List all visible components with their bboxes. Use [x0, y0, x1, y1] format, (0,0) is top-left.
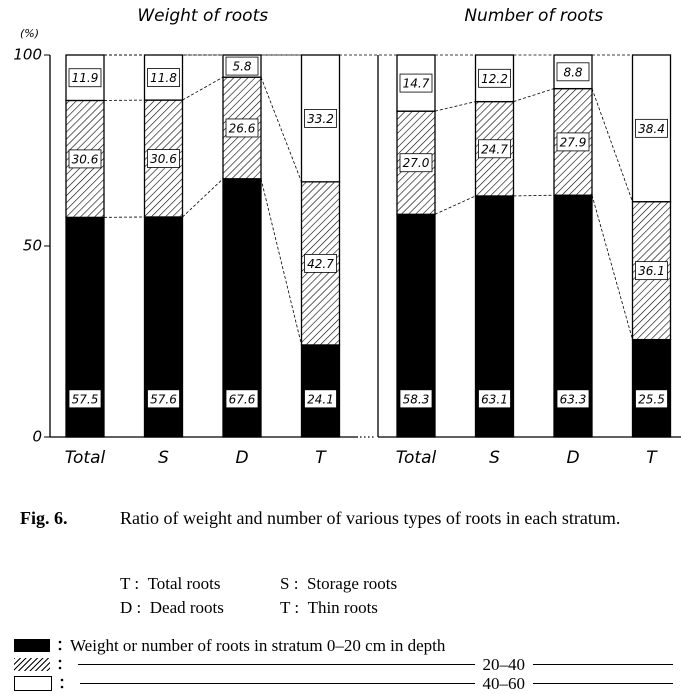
- connector-line: [435, 102, 476, 112]
- bar-segment: [633, 340, 671, 437]
- x-tick-label: Total: [396, 448, 437, 468]
- data-label: 33.2: [307, 112, 334, 126]
- y-axis-label: (%): [20, 27, 39, 40]
- data-label: 27.9: [560, 135, 587, 149]
- connector-line: [261, 179, 302, 345]
- y-tick-label: 0: [32, 428, 42, 446]
- x-tick-label: S: [158, 448, 169, 468]
- x-tick-label: D: [566, 448, 579, 468]
- chart-title: Weight of roots: [137, 6, 268, 26]
- data-label: 57.5: [72, 392, 99, 406]
- data-label: 63.1: [481, 392, 508, 406]
- data-label: 11.8: [150, 71, 177, 85]
- data-label: 12.2: [481, 72, 508, 86]
- data-label: 30.6: [72, 152, 99, 166]
- x-tick-label: T: [315, 448, 327, 468]
- legend-swatch: [14, 676, 52, 691]
- abbreviation: T : Total roots: [120, 572, 280, 596]
- data-label: 24.7: [481, 142, 508, 156]
- data-label: 30.6: [150, 152, 177, 166]
- data-label: 25.5: [638, 392, 665, 406]
- legend-rule: [78, 664, 475, 665]
- abbreviation: T : Thin roots: [280, 596, 480, 620]
- abbreviation: D : Dead roots: [120, 596, 280, 620]
- legend-item: 40–60: [14, 674, 681, 693]
- abbreviation-text: Total roots: [148, 574, 221, 593]
- data-label: 57.6: [150, 392, 177, 406]
- connector-line: [183, 179, 224, 217]
- caption-text: Ratio of weight and number of various ty…: [120, 506, 680, 530]
- legend-colon: [50, 636, 70, 656]
- data-label: 36.1: [638, 264, 665, 278]
- data-label: 5.8: [232, 60, 251, 74]
- connector-line: [592, 89, 633, 202]
- abbreviation-text: Storage roots: [307, 574, 397, 593]
- legend-swatch: [14, 639, 50, 652]
- data-label: 27.0: [403, 156, 430, 170]
- chart-title: Number of roots: [464, 6, 603, 26]
- legend-colon: [50, 655, 70, 675]
- caption-number: Fig. 6.: [20, 506, 120, 530]
- data-label: 8.8: [563, 65, 582, 79]
- legend-swatch: [14, 658, 50, 671]
- legend-item: Weight or number of roots in stratum 0–2…: [14, 636, 681, 655]
- legend-item: 20–40: [14, 655, 681, 674]
- abbreviation: S : Storage roots: [280, 572, 480, 596]
- x-tick-label: Total: [65, 448, 106, 468]
- x-tick-label: T: [646, 448, 658, 468]
- data-label: 42.7: [307, 257, 334, 271]
- legend-label: 20–40: [483, 655, 526, 675]
- connector-line: [261, 77, 302, 182]
- y-tick-label: 100: [13, 46, 42, 64]
- data-label: 24.1: [307, 392, 334, 406]
- legend-rule: [533, 664, 673, 665]
- abbreviation-text: Thin roots: [308, 598, 378, 617]
- y-tick-label: 50: [23, 237, 42, 255]
- abbreviation-key: T :: [120, 574, 139, 593]
- abbreviation-key: T :: [280, 598, 299, 617]
- x-tick-label: D: [235, 448, 248, 468]
- data-label: 63.3: [560, 392, 587, 406]
- connector-line: [514, 89, 555, 102]
- legend-rule: [533, 683, 673, 684]
- x-tick-label: S: [489, 448, 500, 468]
- data-label: 67.6: [229, 392, 256, 406]
- abbreviation-text: Dead roots: [150, 598, 224, 617]
- connector-line: [514, 195, 555, 196]
- data-label: 58.3: [403, 392, 430, 406]
- abbreviation-key: S :: [280, 574, 298, 593]
- legend: Weight or number of roots in stratum 0–2…: [14, 636, 681, 693]
- connector-line: [435, 196, 476, 214]
- legend-rule: [80, 683, 475, 684]
- data-label: 26.6: [229, 121, 256, 135]
- caption: Fig. 6. Ratio of weight and number of va…: [20, 506, 681, 530]
- connector-line: [592, 195, 633, 339]
- data-label: 11.9: [72, 71, 99, 85]
- abbreviation-key: D :: [120, 598, 141, 617]
- chart: Weight of roots (%) 0 50 100 Total 57.5 30.6 11.…: [0, 0, 681, 495]
- legend-label: Weight or number of roots in stratum 0–2…: [70, 636, 445, 656]
- connector-line: [183, 77, 224, 100]
- data-label: 14.7: [403, 77, 430, 91]
- data-label: 38.4: [638, 122, 665, 136]
